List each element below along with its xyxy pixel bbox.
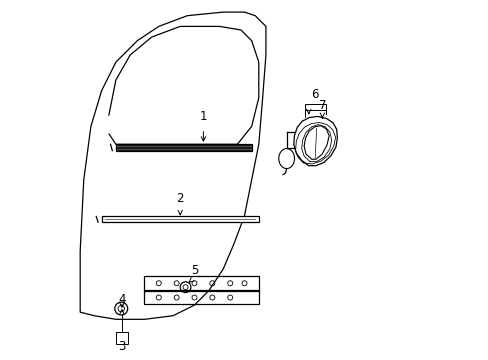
Polygon shape xyxy=(293,116,337,166)
Bar xyxy=(304,104,325,111)
Bar xyxy=(144,291,258,304)
Bar xyxy=(144,276,258,290)
Text: 7: 7 xyxy=(318,99,325,112)
Text: 5: 5 xyxy=(190,264,198,277)
Polygon shape xyxy=(102,216,258,222)
Polygon shape xyxy=(304,126,328,159)
Text: 3: 3 xyxy=(118,339,125,352)
Polygon shape xyxy=(116,144,251,151)
Text: 4: 4 xyxy=(118,293,125,306)
Text: 6: 6 xyxy=(311,89,318,102)
Bar xyxy=(116,332,128,344)
Text: 1: 1 xyxy=(199,110,207,123)
Text: 2: 2 xyxy=(176,192,183,205)
